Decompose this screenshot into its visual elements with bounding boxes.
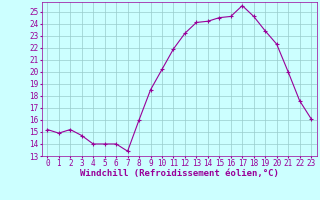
X-axis label: Windchill (Refroidissement éolien,°C): Windchill (Refroidissement éolien,°C) — [80, 169, 279, 178]
